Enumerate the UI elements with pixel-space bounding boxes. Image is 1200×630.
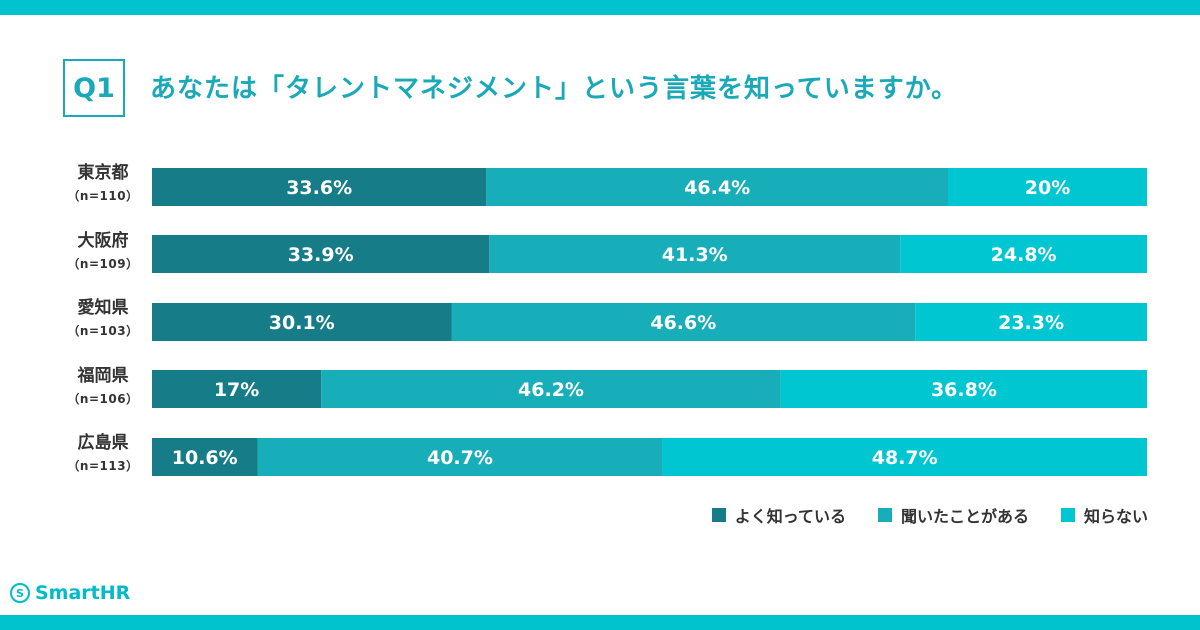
- row-pref-label: 大阪府: [77, 231, 129, 251]
- row-label-3: 福岡県 （n=106）: [60, 366, 146, 406]
- bar-value-label: 41.3%: [662, 244, 728, 266]
- bar-segment: [257, 438, 663, 476]
- row-n-label: （n=109）: [67, 257, 139, 271]
- bar-value-label: 46.6%: [650, 312, 716, 334]
- bar-segment: [780, 370, 1147, 408]
- bar-value-label: 46.2%: [518, 379, 584, 401]
- bar-segment: [948, 168, 1147, 206]
- legend-label: よく知っている: [734, 507, 846, 526]
- row-label-0: 東京都 （n=110）: [60, 163, 146, 203]
- bar-value-label: 40.7%: [427, 447, 493, 469]
- row-label-2: 愛知県 （n=103）: [60, 298, 146, 338]
- bar-segment: [321, 370, 781, 408]
- bar-value-label: 23.3%: [998, 312, 1064, 334]
- row-pref-label: 東京都: [77, 163, 129, 183]
- bar-segment: [451, 303, 916, 341]
- question-title: あなたは「タレントマネジメント」という言葉を知っていますか。: [150, 74, 959, 104]
- bar-segment: [486, 168, 948, 206]
- row-label-1: 大阪府 （n=109）: [60, 231, 146, 271]
- legend-item-unknown: 知らない: [1060, 503, 1148, 527]
- row-n-label: （n=106）: [67, 392, 139, 406]
- legend-item-heard-of: 聞いたことがある: [877, 503, 1029, 527]
- row-n-label: （n=113）: [67, 459, 139, 473]
- row-pref-label: 福岡県: [77, 366, 129, 386]
- bar-value-label: 36.8%: [931, 379, 997, 401]
- bar-segment: [662, 438, 1147, 476]
- bar-value-label: 33.6%: [286, 177, 352, 199]
- bar-segment: [915, 303, 1147, 341]
- question-badge: Q1: [63, 59, 125, 117]
- top-band: [0, 0, 1200, 15]
- chart-legend: よく知っている 聞いたことがある 知らない: [711, 503, 1148, 527]
- bar-segment: [152, 303, 452, 341]
- row-label-4: 広島県 （n=113）: [60, 433, 146, 473]
- logo-icon: S: [10, 583, 30, 603]
- bar-segment: [152, 168, 487, 206]
- bar-segment: [152, 235, 490, 273]
- legend-swatch: [1060, 508, 1075, 522]
- row-pref-label: 広島県: [77, 433, 129, 453]
- bar-value-label: 33.9%: [288, 244, 354, 266]
- bar-value-label: 46.4%: [684, 177, 750, 199]
- row-n-label: （n=103）: [67, 324, 139, 338]
- legend-swatch: [877, 508, 892, 522]
- bar-value-label: 30.1%: [269, 312, 335, 334]
- row-pref-label: 愛知県: [77, 298, 129, 318]
- bar-segment: [489, 235, 901, 273]
- legend-item-well-known: よく知っている: [711, 503, 846, 527]
- bottom-band: [0, 615, 1200, 630]
- legend-label: 聞いたことがある: [900, 507, 1029, 526]
- row-n-label: （n=110）: [67, 189, 139, 203]
- bar-value-label: 48.7%: [872, 447, 938, 469]
- legend-swatch: [711, 508, 726, 522]
- bar-value-label: 20%: [1025, 177, 1070, 199]
- logo-text: SmartHR: [35, 582, 131, 604]
- smarthr-logo: S SmartHR: [10, 582, 130, 604]
- bar-value-label: 24.8%: [991, 244, 1057, 266]
- bar-segment: [152, 438, 258, 476]
- bar-value-label: 10.6%: [172, 447, 238, 469]
- bar-segment: [900, 235, 1147, 273]
- bar-segment: [152, 370, 322, 408]
- bar-value-label: 17%: [214, 379, 259, 401]
- legend-label: 知らない: [1083, 507, 1148, 526]
